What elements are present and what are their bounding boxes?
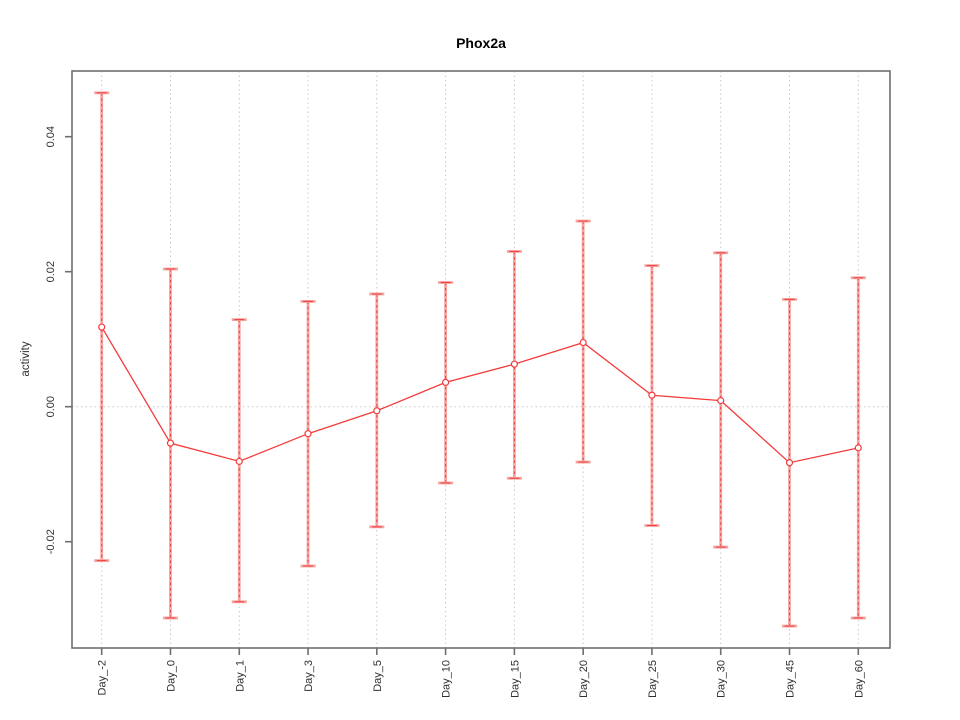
data-point: [373, 407, 381, 415]
data-point: [785, 459, 794, 467]
x-tick-label: Day_30: [716, 660, 728, 698]
x-tick-label: Day_15: [509, 660, 521, 698]
data-point: [579, 338, 587, 347]
x-tick-label: Day_60: [853, 660, 865, 698]
x-tick-label: Day_1: [234, 660, 246, 692]
x-tick-label: Day_25: [647, 660, 659, 698]
data-point: [235, 457, 243, 465]
y-tick-label: 0.02: [45, 261, 57, 282]
x-tick-label: Day_5: [372, 660, 384, 692]
data-point: [717, 397, 725, 405]
y-tick-label: 0.00: [45, 396, 57, 417]
y-tick-label: -0.02: [45, 529, 57, 554]
data-point: [854, 444, 862, 452]
chart-title: Phox2a: [456, 35, 506, 51]
plot-border: [71, 70, 891, 649]
x-tick-label: Day_3: [303, 660, 315, 692]
data-point: [442, 378, 450, 386]
y-tick-label: 0.04: [45, 126, 57, 147]
x-tick-label: Day_0: [165, 660, 177, 692]
data-point: [648, 391, 656, 399]
x-tick-label: Day_-2: [97, 660, 109, 695]
data-point: [98, 323, 106, 331]
data-point: [304, 430, 312, 438]
x-tick-label: Day_10: [441, 660, 453, 698]
x-tick-label: Day_45: [785, 660, 797, 698]
x-tick-label: Day_20: [578, 660, 590, 698]
series-line: [101, 326, 859, 464]
data-point: [510, 360, 518, 368]
data-point: [166, 439, 175, 447]
